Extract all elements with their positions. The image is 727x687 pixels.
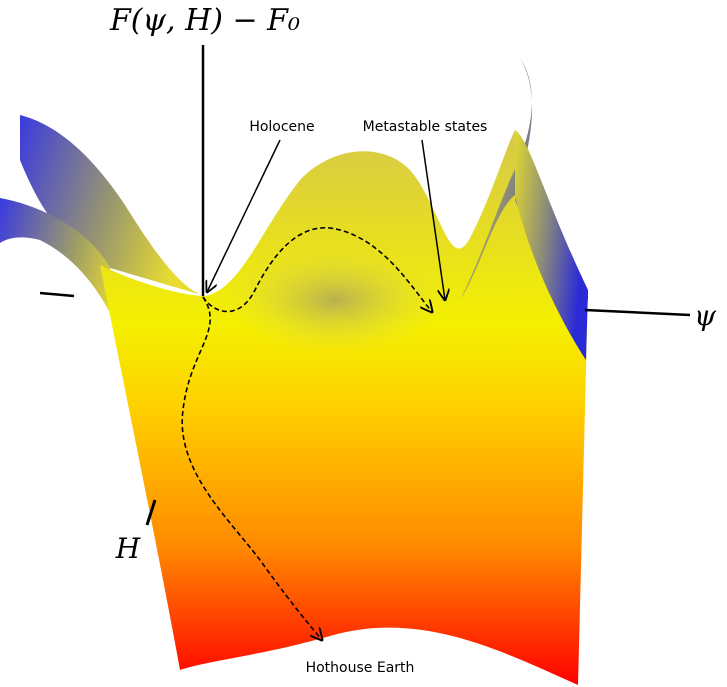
holocene-arrow [207, 139, 281, 292]
psi-axis-label: ψ [694, 299, 717, 332]
path-to-metastable [202, 227, 432, 312]
surface-front [100, 130, 588, 685]
h-axis-label: H [115, 532, 141, 565]
holocene-label: Holocene [249, 119, 314, 135]
h-axis [145, 499, 157, 526]
metastable-label: Metastable states [363, 119, 488, 135]
surface-back-left [20, 115, 205, 296]
psi-axis [584, 308, 691, 317]
path-to-hothouse [181, 296, 322, 640]
surface-hump [225, 245, 445, 355]
metastable-arrow [421, 139, 445, 300]
left-axis-stub [39, 291, 75, 298]
vertical-axis-label: F(ψ, H) − F₀ [109, 3, 300, 38]
hothouse-label: Hothouse Earth [306, 660, 415, 676]
surface-right [515, 130, 588, 360]
